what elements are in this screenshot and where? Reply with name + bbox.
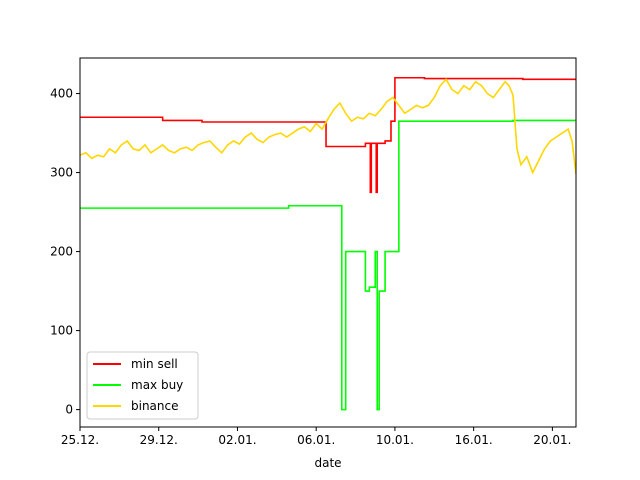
y-axis: 0 100 200 300 400 — [50, 87, 80, 417]
x-tick-label: 16.01. — [455, 433, 493, 447]
plot-area-frame — [79, 57, 577, 428]
x-tick-label: 10.01. — [376, 433, 414, 447]
plot-lines — [80, 76, 576, 411]
y-tick-label: 400 — [50, 87, 73, 101]
legend-label-binance: binance — [131, 399, 179, 413]
legend-frame — [86, 351, 199, 420]
x-tick-label: 20.01. — [533, 433, 571, 447]
series-line-min-sell — [80, 76, 576, 194]
y-tick-label: 300 — [50, 166, 73, 180]
x-tick-label: 02.01. — [218, 433, 256, 447]
legend-label-min-sell: min sell — [131, 357, 178, 371]
y-tick-label: 0 — [65, 403, 73, 417]
y-tick-label: 100 — [50, 324, 73, 338]
legend-label-max-buy: max buy — [131, 378, 183, 392]
y-tick-label: 200 — [50, 245, 73, 259]
series-line-max-buy — [80, 119, 576, 411]
x-axis: 25.12. 29.12. 02.01. 06.01. 10.01. 16.01. 20.0… — [61, 427, 571, 447]
x-tick-label: 25.12. — [61, 433, 99, 447]
series-line-binance — [80, 77, 576, 175]
x-tick-label: 06.01. — [297, 433, 335, 447]
legend: min sell max buy binance — [86, 351, 199, 420]
x-axis-label: date — [314, 456, 341, 470]
x-tick-label: 29.12. — [140, 433, 178, 447]
